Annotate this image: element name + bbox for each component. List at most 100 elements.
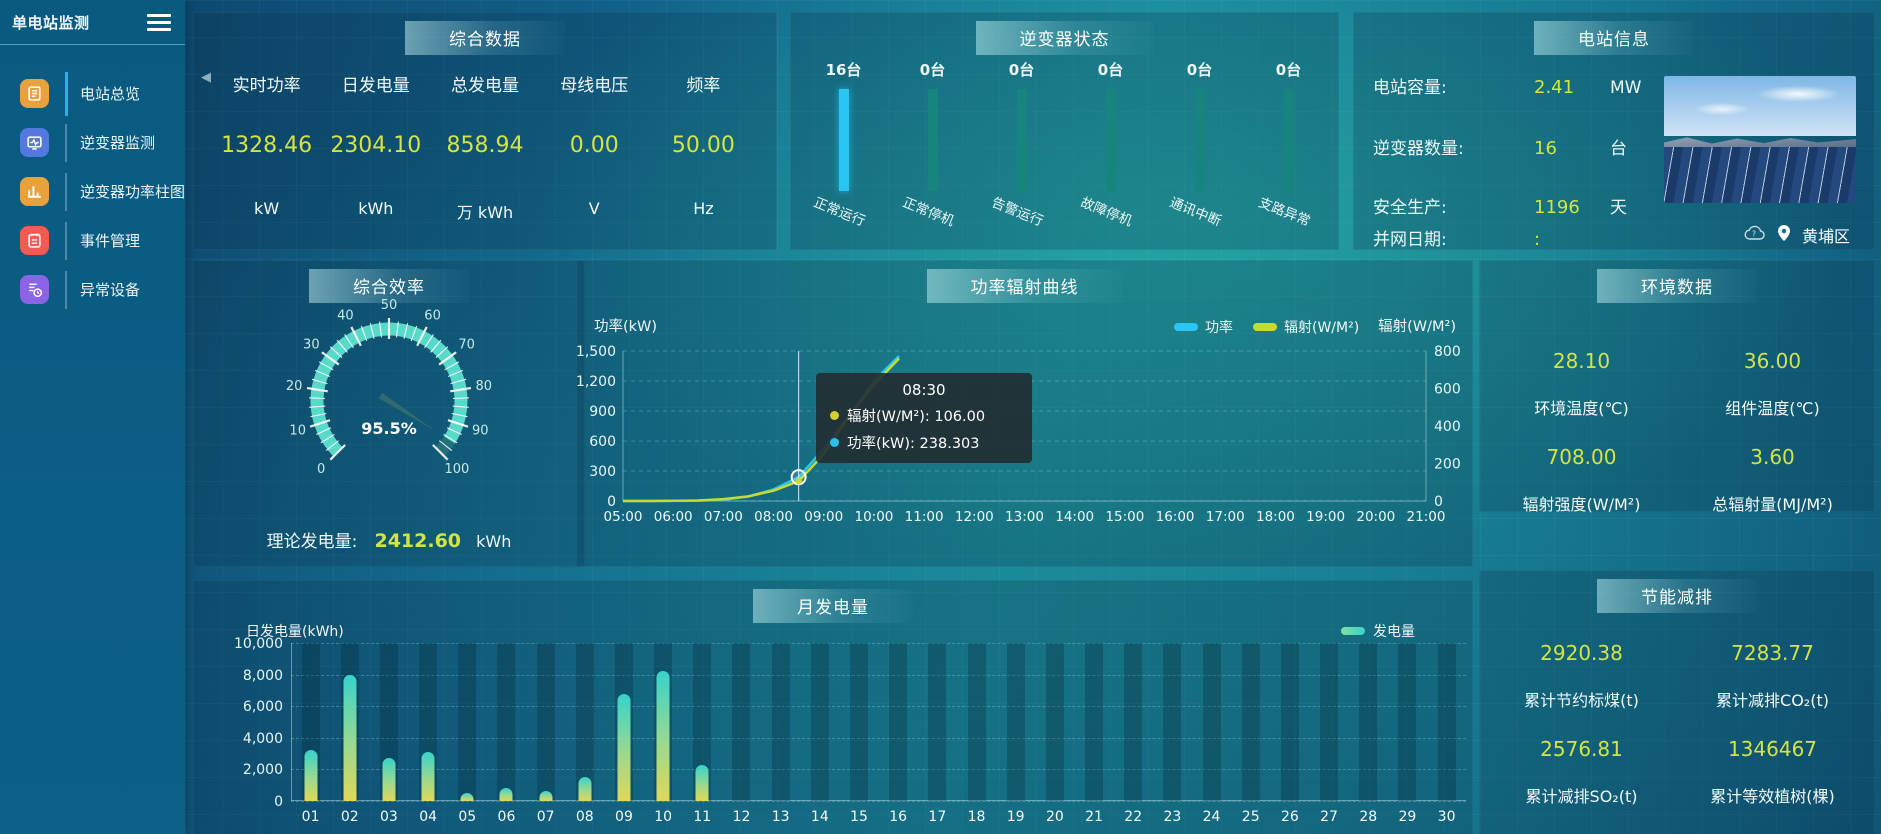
bar-column[interactable] bbox=[1388, 643, 1427, 801]
bar-column[interactable] bbox=[683, 643, 722, 801]
bar-column[interactable] bbox=[839, 643, 878, 801]
generation-bar bbox=[421, 752, 435, 801]
x-tick-label: 14 bbox=[810, 809, 829, 825]
inverter-status-column[interactable]: 0台通讯中断 bbox=[1155, 59, 1244, 230]
x-tick-label: 11 bbox=[693, 809, 712, 825]
monthly-ylabel: 日发电量(kWh) bbox=[246, 624, 344, 640]
power-radiation-chart[interactable]: 0 300 600 900 1,200 1,500 0 200 400 600 800 05:00 06… bbox=[577, 261, 1472, 566]
bar-column[interactable] bbox=[1035, 643, 1074, 801]
inverter-status-bars[interactable]: 16台 正常运行 0台 正常停机 0台 告警运行 0台 故障停机 0台 通讯中断 0台 支路异常 bbox=[799, 59, 1333, 230]
bar-column[interactable] bbox=[526, 643, 565, 801]
cloud-question-icon[interactable]: ? bbox=[1744, 225, 1766, 245]
location-pin-icon[interactable] bbox=[1777, 224, 1791, 246]
theory-label: 理论发电量: bbox=[266, 532, 358, 552]
x-tick-label: 01 bbox=[301, 809, 320, 825]
sidebar: 单电站监测 电站总览 逆变器监测 逆变器功率柱图 事件管理 异常设备 bbox=[0, 0, 185, 834]
bar-column[interactable] bbox=[918, 643, 957, 801]
metric-label: 累计减排CO₂(t) bbox=[1716, 691, 1829, 710]
bar-column[interactable] bbox=[604, 643, 643, 801]
svg-text:200: 200 bbox=[1434, 457, 1461, 473]
bar-column[interactable] bbox=[1074, 643, 1113, 801]
menu-hamburger-icon[interactable] bbox=[147, 8, 171, 37]
bar-column[interactable] bbox=[330, 643, 369, 801]
y-tick-label: 0 bbox=[274, 794, 283, 810]
x-tick-label: 16 bbox=[889, 809, 908, 825]
environment-title: 环境数据 bbox=[1597, 269, 1757, 303]
column-shadow bbox=[1085, 643, 1104, 801]
inverter-bar bbox=[927, 89, 938, 191]
inverter-bar bbox=[1016, 89, 1027, 191]
bar-column[interactable] bbox=[1192, 643, 1231, 801]
metric-unit: kWh bbox=[358, 199, 394, 218]
svg-text:13:00: 13:00 bbox=[1005, 509, 1044, 525]
bar-column[interactable] bbox=[722, 643, 761, 801]
column-shadow bbox=[458, 643, 477, 801]
sidebar-collapse-arrow[interactable]: ◀ bbox=[201, 70, 211, 85]
inverter-monitor-icon bbox=[20, 128, 49, 157]
bar-column[interactable] bbox=[1270, 643, 1309, 801]
location-name[interactable]: 黄埔区 bbox=[1802, 227, 1851, 246]
bar-column[interactable] bbox=[448, 643, 487, 801]
bar-column[interactable] bbox=[487, 643, 526, 801]
inverter-status-column[interactable]: 0台 支路异常 bbox=[1244, 59, 1333, 230]
bar-column[interactable] bbox=[1427, 643, 1466, 801]
x-tick-label: 04 bbox=[419, 809, 438, 825]
menu-item-divider bbox=[65, 172, 67, 211]
inverter-status-column[interactable]: 0台 故障停机 bbox=[1066, 59, 1155, 230]
legend-item-功率[interactable]: 功率 bbox=[1174, 317, 1233, 337]
monthly-bar-plot[interactable]: 0 2,000 4,000 6,000 8,000 10,000 bbox=[234, 636, 1466, 810]
menu-item-divider bbox=[65, 270, 67, 309]
sidebar-item-overview[interactable]: 电站总览 bbox=[0, 69, 185, 118]
menu-item-divider bbox=[65, 123, 67, 162]
bar-column[interactable] bbox=[291, 643, 330, 801]
y-axis-line bbox=[291, 643, 292, 801]
panel-plant-info: 电站信息 电站容量: 2.41 MW 逆变器数量: 16 台安全生产: 1196 天并网日期:… bbox=[1353, 12, 1875, 250]
sidebar-item-event-manage[interactable]: 事件管理 bbox=[0, 216, 185, 265]
bar-column[interactable] bbox=[409, 643, 448, 801]
x-tick-label: 25 bbox=[1241, 809, 1260, 825]
inverter-count: 0台 bbox=[1186, 61, 1213, 79]
bar-column[interactable] bbox=[1153, 643, 1192, 801]
metric-value: 858.94 bbox=[446, 133, 524, 158]
metric-label: 实时功率 bbox=[232, 76, 301, 96]
svg-text:600: 600 bbox=[1434, 382, 1461, 398]
svg-text:11:00: 11:00 bbox=[905, 509, 944, 525]
sidebar-item-power-bars[interactable]: 逆变器功率柱图 bbox=[0, 167, 185, 216]
inverter-count: 0台 bbox=[1097, 61, 1124, 79]
bar-column[interactable] bbox=[565, 643, 604, 801]
bar-column[interactable] bbox=[1231, 643, 1270, 801]
legend-item-辐射(W/M²)[interactable]: 辐射(W/M²) bbox=[1253, 317, 1359, 337]
plant-row-value: 1196 bbox=[1534, 197, 1580, 218]
theory-generation-row: 理论发电量: 2412.60 kWh bbox=[194, 527, 584, 552]
inverter-status-column[interactable]: 16台 正常运行 bbox=[799, 59, 888, 230]
sidebar-item-abnormal-device[interactable]: 异常设备 bbox=[0, 265, 185, 314]
bar-column[interactable] bbox=[879, 643, 918, 801]
svg-text:12:00: 12:00 bbox=[955, 509, 994, 525]
sidebar-item-inverter-monitor[interactable]: 逆变器监测 bbox=[0, 118, 185, 167]
sidebar-menu: 电站总览 逆变器监测 逆变器功率柱图 事件管理 异常设备 bbox=[0, 69, 185, 314]
tooltip-series-dot bbox=[830, 411, 839, 420]
generation-bar bbox=[499, 788, 513, 801]
bar-column[interactable] bbox=[800, 643, 839, 801]
gauge-tick-label: 20 bbox=[286, 379, 303, 394]
bar-column[interactable] bbox=[644, 643, 683, 801]
bar-column[interactable] bbox=[996, 643, 1035, 801]
sidebar-divider bbox=[0, 44, 185, 45]
metric-unit: V bbox=[588, 199, 600, 218]
inverter-status-column[interactable]: 0台 告警运行 bbox=[977, 59, 1066, 230]
bar-column[interactable] bbox=[761, 643, 800, 801]
inverter-state-label: 通讯中断 bbox=[1166, 194, 1223, 230]
bar-column[interactable] bbox=[1114, 643, 1153, 801]
inverter-status-column[interactable]: 0台 正常停机 bbox=[888, 59, 977, 230]
tooltip-time: 08:30 bbox=[902, 381, 946, 399]
column-shadow bbox=[1241, 643, 1260, 801]
monthly-legend[interactable]: 发电量 bbox=[1341, 621, 1415, 641]
x-tick-label: 03 bbox=[380, 809, 398, 825]
metric-value: 708.00 bbox=[1546, 445, 1617, 469]
bar-column[interactable] bbox=[957, 643, 996, 801]
bar-column[interactable] bbox=[369, 643, 408, 801]
bar-column[interactable] bbox=[1309, 643, 1348, 801]
plant-row-label: 电站容量: bbox=[1373, 78, 1447, 98]
bar-column[interactable] bbox=[1349, 643, 1388, 801]
